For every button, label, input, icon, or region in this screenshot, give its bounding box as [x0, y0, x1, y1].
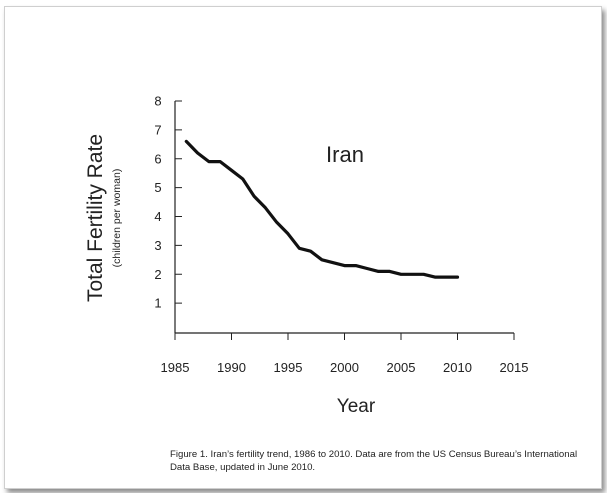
x-axis-label: Year [337, 396, 376, 417]
x-tick-label: 2005 [387, 360, 416, 375]
y-tick-label: 3 [154, 238, 161, 253]
axes [174, 101, 514, 334]
y-tick-label: 6 [154, 151, 161, 166]
y-axis-label: Total Fertility Rate [84, 134, 107, 302]
x-tick-label: 1990 [217, 360, 246, 375]
x-tick-label: 2015 [500, 360, 529, 375]
series-group [184, 139, 460, 279]
y-tick-label: 1 [154, 296, 161, 311]
series-line [184, 139, 460, 279]
figure-caption: Figure 1. Iran’s fertility trend, 1986 t… [170, 449, 578, 473]
y-tick-label: 5 [154, 180, 161, 195]
y-tick-label: 8 [154, 94, 161, 109]
chart-title: Iran [326, 142, 364, 167]
y-tick-label: 2 [154, 267, 161, 282]
figure-frame [4, 6, 602, 489]
x-tick-label: 2000 [330, 360, 359, 375]
y-axis-sublabel: (children per woman) [111, 169, 123, 268]
x-tick-label: 1985 [161, 360, 190, 375]
x-ticks: 1985 1990 1995 2000 2005 2010 2015 [161, 333, 529, 375]
x-tick-label: 1995 [274, 360, 303, 375]
x-tick-label: 2010 [443, 360, 472, 375]
y-ticks: 1 2 3 4 5 6 7 8 [154, 94, 182, 311]
y-tick-label: 7 [154, 122, 161, 137]
y-tick-label: 4 [154, 209, 161, 224]
